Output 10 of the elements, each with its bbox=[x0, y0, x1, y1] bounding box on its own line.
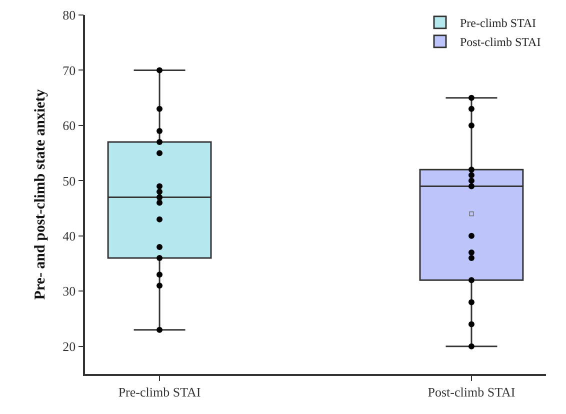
y-tick-label: 20 bbox=[62, 338, 76, 354]
y-tick-label: 40 bbox=[62, 228, 76, 244]
y-tick-label: 70 bbox=[62, 62, 76, 78]
legend-label: Post-climb STAI bbox=[460, 35, 541, 49]
y-tick-label: 50 bbox=[62, 173, 76, 188]
y-tick-label: 80 bbox=[62, 8, 76, 23]
y-tick-label: 60 bbox=[62, 118, 76, 134]
y-tick-label: 30 bbox=[62, 284, 76, 299]
legend-label: Pre-climb STAI bbox=[460, 16, 536, 30]
y-axis-title: Pre- and post-climb state anxiety bbox=[32, 88, 48, 300]
